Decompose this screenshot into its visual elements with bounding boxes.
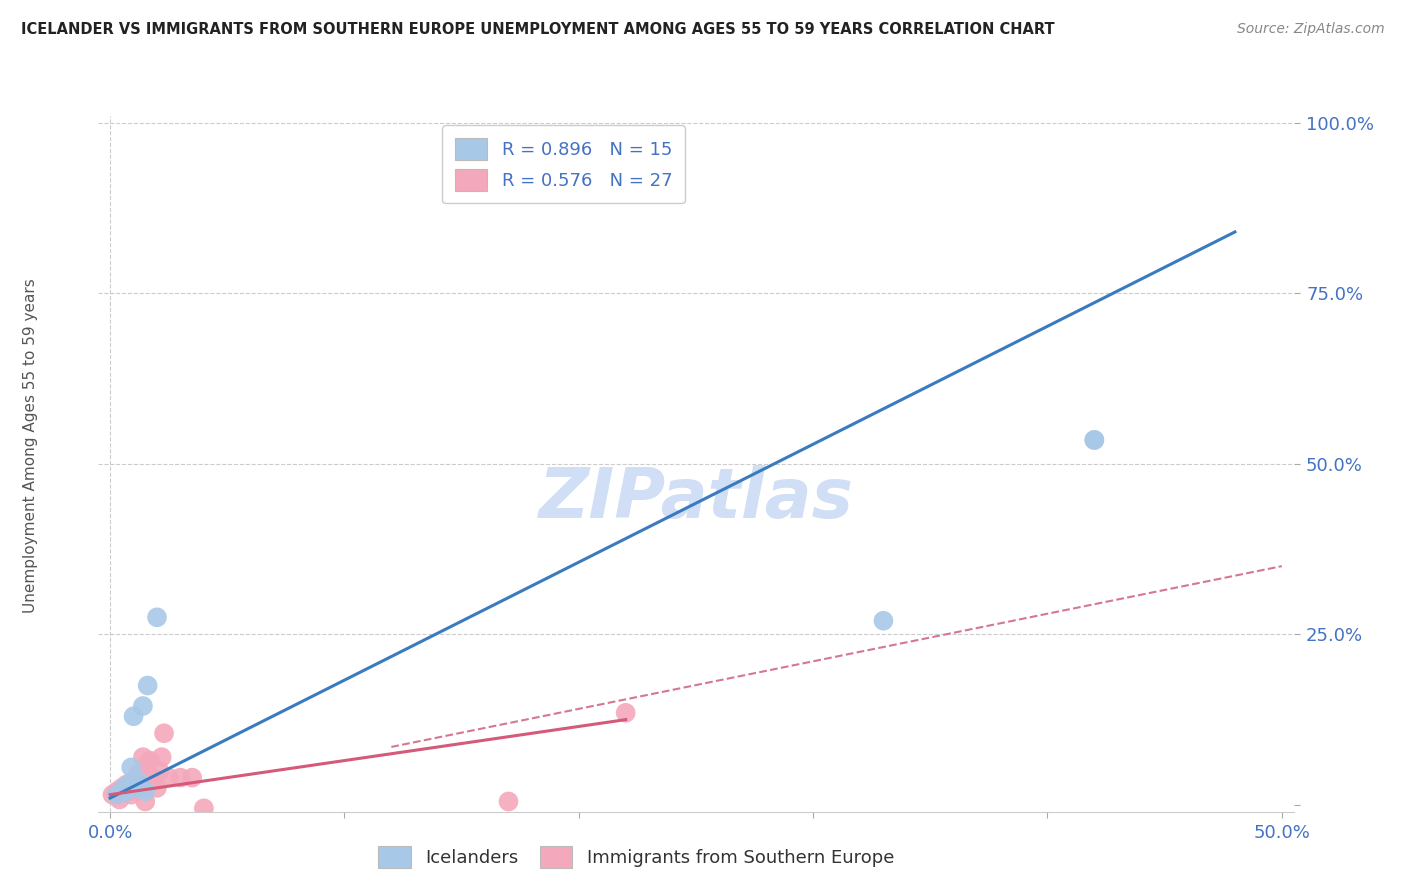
- Point: [153, 726, 176, 740]
- Point: [148, 764, 170, 778]
- Legend: Icelanders, Immigrants from Southern Europe: Icelanders, Immigrants from Southern Eur…: [367, 836, 905, 880]
- Point: [118, 784, 141, 798]
- Point: [120, 788, 142, 802]
- Point: [115, 777, 138, 791]
- Point: [111, 780, 134, 795]
- Point: [105, 784, 128, 798]
- Point: [146, 780, 169, 795]
- Text: ICELANDER VS IMMIGRANTS FROM SOUTHERN EUROPE UNEMPLOYMENT AMONG AGES 55 TO 59 YE: ICELANDER VS IMMIGRANTS FROM SOUTHERN EU…: [21, 22, 1054, 37]
- Point: [129, 777, 152, 791]
- Text: ZIPatlas: ZIPatlas: [538, 465, 853, 533]
- Point: [134, 795, 156, 809]
- Point: [1083, 433, 1105, 447]
- Text: Source: ZipAtlas.com: Source: ZipAtlas.com: [1237, 22, 1385, 37]
- Point: [136, 679, 159, 693]
- Point: [127, 780, 149, 795]
- Point: [115, 784, 138, 798]
- Point: [157, 771, 180, 785]
- Point: [143, 772, 166, 786]
- Point: [108, 792, 131, 806]
- Point: [127, 774, 149, 789]
- Point: [105, 788, 128, 802]
- Point: [118, 777, 141, 791]
- Point: [139, 754, 162, 768]
- Point: [872, 614, 894, 628]
- Point: [112, 780, 135, 795]
- Point: [132, 698, 155, 713]
- Point: [136, 756, 159, 771]
- Point: [146, 610, 169, 624]
- Point: [112, 784, 135, 798]
- Point: [1083, 433, 1105, 447]
- Point: [614, 706, 637, 720]
- Point: [122, 774, 145, 789]
- Point: [132, 750, 155, 764]
- Point: [129, 780, 152, 795]
- Point: [127, 767, 149, 781]
- Point: [134, 784, 156, 798]
- Point: [122, 709, 145, 723]
- Point: [101, 788, 124, 802]
- Point: [193, 801, 215, 815]
- Point: [125, 777, 148, 791]
- Text: Unemployment Among Ages 55 to 59 years: Unemployment Among Ages 55 to 59 years: [24, 278, 38, 614]
- Point: [169, 771, 191, 785]
- Point: [141, 771, 163, 785]
- Point: [150, 750, 173, 764]
- Point: [498, 795, 520, 809]
- Point: [181, 771, 204, 785]
- Point: [120, 760, 142, 774]
